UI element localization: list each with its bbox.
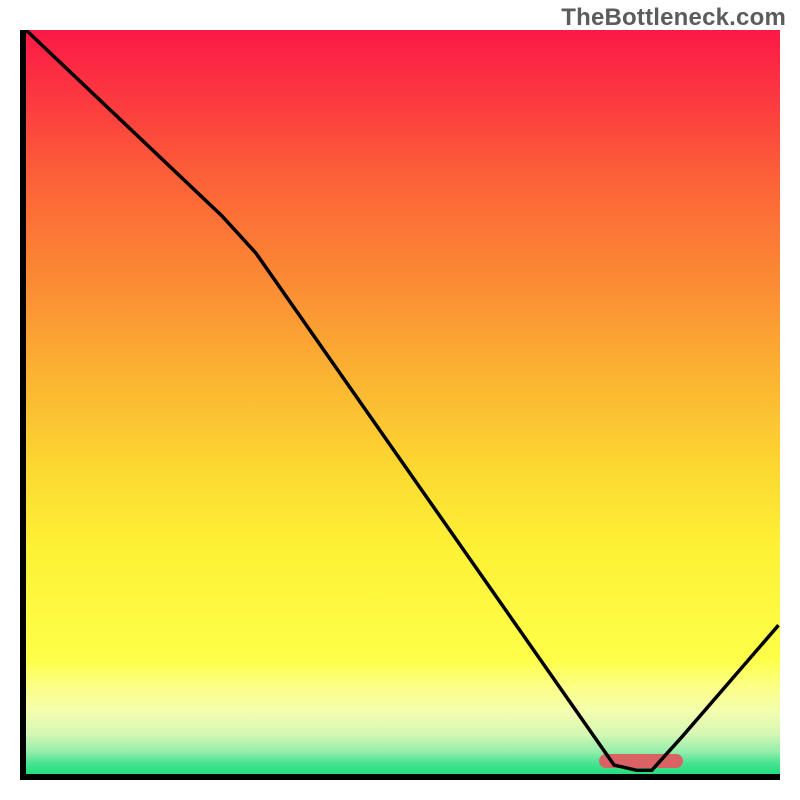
optimal-range-marker: [599, 754, 683, 768]
gradient-background-upper: [26, 30, 780, 660]
watermark-text: TheBottleneck.com: [561, 4, 786, 32]
plot-area: [20, 30, 780, 780]
chart-container: TheBottleneck.com: [0, 0, 800, 800]
